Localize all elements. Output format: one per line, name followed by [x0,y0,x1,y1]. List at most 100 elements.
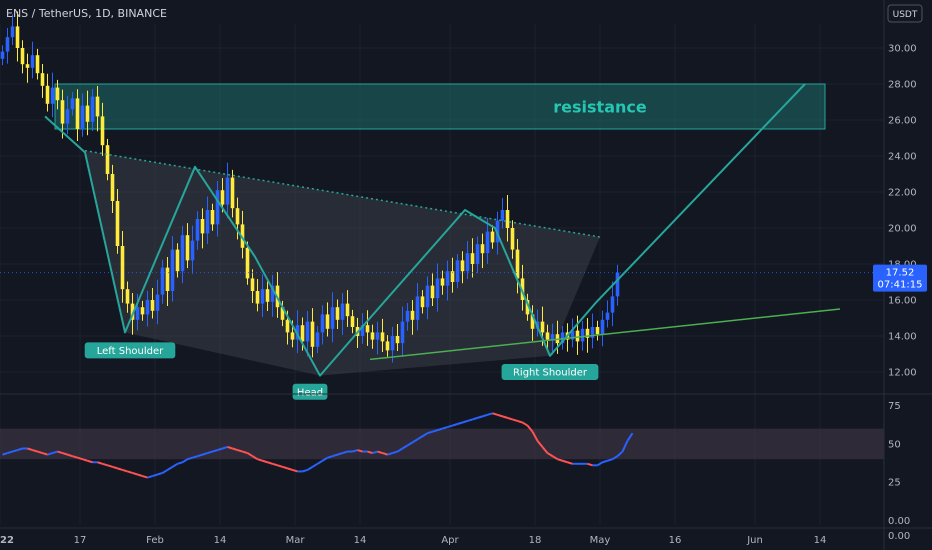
candle-body [485,231,490,254]
candle-body [85,105,90,122]
currency-badge-label: USDT [893,10,918,20]
candle-body [605,312,610,320]
candle-body [335,307,340,320]
rsi-tick-label: 50 [888,439,901,450]
rsi-segment [166,466,174,471]
rsi-segment [37,450,43,455]
pattern-label-text: Head [297,387,323,398]
candle-body [115,201,120,246]
rsi-segment [342,450,348,455]
x-tick-label: 14 [214,535,227,546]
candle-body [95,96,100,117]
candle-body [320,314,325,333]
rsi-segment [147,475,153,479]
candle-body [20,48,25,65]
rsi-segment [332,453,338,458]
candle-body [405,310,410,322]
y-tick-label: 16.00 [888,296,917,307]
candle-body [125,289,130,304]
x-tick-label: 16 [669,535,682,546]
rsi-segment [472,416,478,421]
pattern-label-box [292,383,328,400]
rsi-segment [447,424,453,429]
price-tag: 17.52 07:41:15 [873,264,927,292]
candle-body [545,332,550,340]
rsi-tick-label: 0.00 [888,531,910,542]
candle-body [590,327,595,338]
rsi-segment [161,469,169,474]
candle-body [610,296,615,313]
candle-body [10,26,15,38]
candle-body [465,253,470,272]
rsi-segment [32,449,38,453]
candle-body [600,319,605,335]
candle-body [480,244,485,254]
candle-body [70,98,75,110]
x-tick-label: 17 [74,535,87,546]
candle-body [530,314,535,329]
candle-body [30,55,35,68]
candle-body [55,87,60,101]
rsi-segment [337,452,343,456]
candle-body [265,289,270,302]
candle-body [575,330,580,342]
rsi-segment [192,455,198,459]
candle-body [570,330,575,340]
rsi-segment [367,450,373,455]
candle-body [230,177,235,209]
x-tick-label: 14 [814,535,827,546]
candle-body [190,240,195,261]
currency-badge[interactable]: USDT [887,4,923,23]
support-trendline [369,308,841,361]
candle-body [540,321,545,333]
rsi-segment [117,467,123,471]
rsi-segment [442,426,448,430]
rsi-segment [392,450,398,455]
rsi-segment [387,452,393,456]
candle-body [160,267,165,295]
rsi-segment [137,473,143,477]
rsi-segment [531,431,539,442]
candle-body [245,247,250,279]
candle-body [615,272,620,297]
candle-body [35,55,40,74]
rsi-segment [396,447,404,453]
price-tag-price: 17.52 [886,268,915,279]
rsi-segment [62,452,68,456]
candle-body [325,314,330,329]
pattern-label: Left Shoulder [84,342,176,359]
rsi-segment [462,419,468,424]
pattern-label: Right Shoulder [501,364,599,380]
x-tick-label: 14 [354,535,367,546]
rsi-segment [47,452,53,456]
rsi-segment [242,450,248,455]
rsi-segment [282,465,288,470]
resistance-label: resistance [553,98,647,117]
candle-body [550,334,555,340]
candle-body [375,332,380,340]
candle-body [220,190,225,205]
pattern-zigzag [44,83,806,377]
rsi-segment [302,468,308,473]
rsi-segment [596,461,604,467]
candle-body [305,321,310,342]
candle-body [330,307,335,329]
candle-body [345,303,350,317]
rsi-band [0,428,884,460]
rsi-segment [487,412,493,416]
candle-body [410,310,415,320]
rsi-segment [416,435,424,441]
candle-body [50,87,55,104]
candle-body [390,336,395,351]
resistance-layer [54,83,826,376]
x-tick-label: Apr [441,535,459,546]
candle-body [235,208,240,225]
x-tick-label: Mar [286,535,306,546]
rsi-segment [52,450,58,455]
price-tag-countdown: 07:41:15 [878,280,923,291]
rsi-segment [626,432,634,442]
candle-body [430,285,435,299]
pattern-label-box [84,342,176,359]
